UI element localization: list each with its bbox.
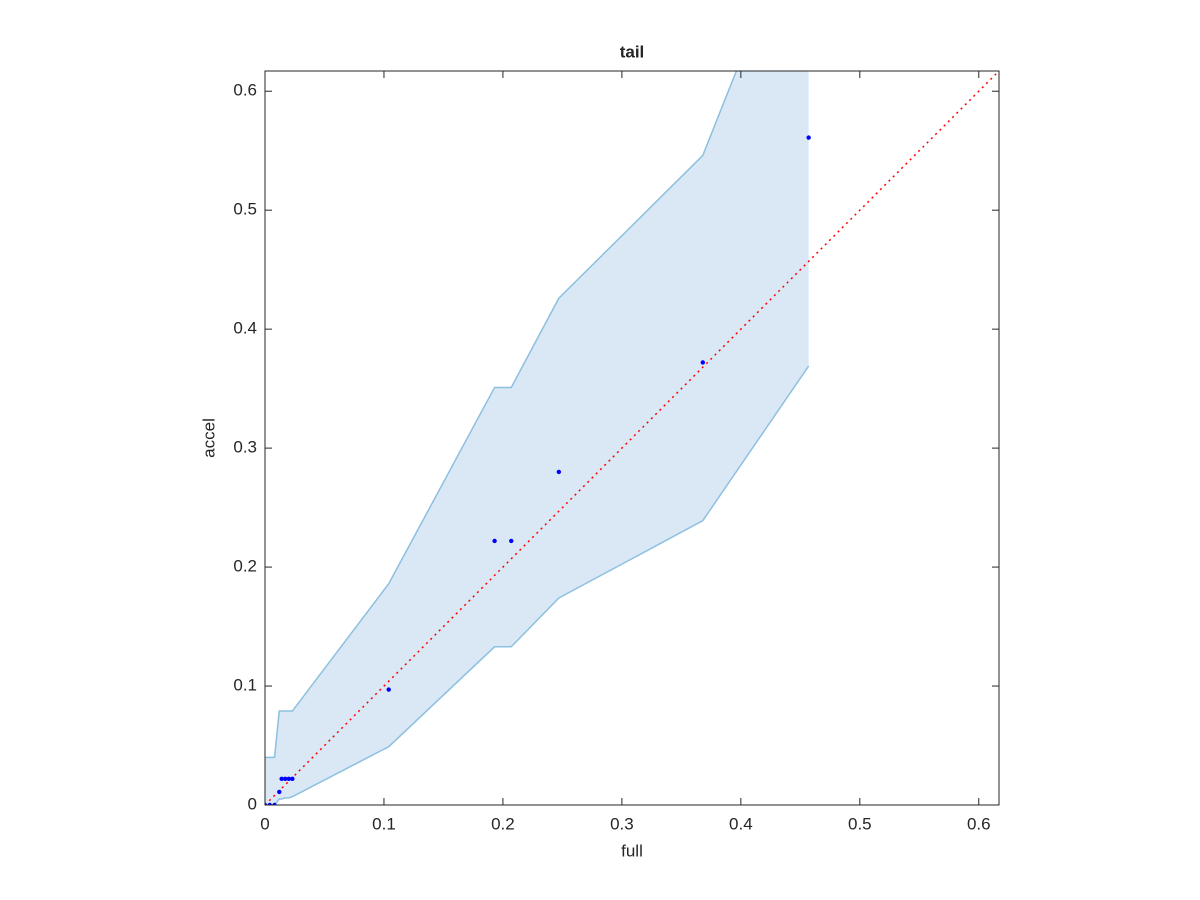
- x-tick-label: 0.2: [491, 814, 515, 833]
- data-point: [290, 776, 295, 782]
- data-point: [272, 802, 277, 805]
- x-tick-label: 0.5: [848, 814, 872, 833]
- x-tick-label: 0.3: [610, 814, 634, 833]
- data-point: [556, 469, 562, 475]
- data-point: [509, 538, 514, 544]
- axes-box: [264, 70, 1000, 806]
- data-point: [806, 135, 811, 140]
- y-tick-label: 0.3: [233, 438, 257, 457]
- data-point: [283, 776, 288, 782]
- x-tick-label: 0: [260, 814, 269, 833]
- data-point: [286, 776, 291, 782]
- data-point: [386, 687, 391, 692]
- y-axis-label: accel: [199, 418, 218, 458]
- plot-area: [265, 71, 999, 805]
- reference-line: [265, 71, 999, 805]
- band-edge: [265, 71, 738, 759]
- x-axis-label: full: [621, 841, 643, 860]
- data-point: [265, 802, 268, 805]
- y-tick-label: 0: [248, 794, 257, 813]
- data-point: [279, 776, 284, 782]
- y-tick-label: 0.1: [233, 676, 257, 695]
- y-tick-label: 0.4: [233, 319, 257, 338]
- data-point: [492, 538, 497, 544]
- data-point: [267, 802, 272, 805]
- chart-title: tail: [620, 42, 645, 61]
- x-tick-label: 0.1: [372, 814, 396, 833]
- confidence-band: [265, 71, 809, 805]
- y-tick-label: 0.6: [233, 81, 257, 100]
- y-tick-label: 0.2: [233, 557, 257, 576]
- y-tick-label: 0.5: [233, 200, 257, 219]
- x-tick-label: 0.4: [729, 814, 753, 833]
- axes: 0 0.1 0.2 0.3 0.4 0.5 0.6 0 0.1 0.2 0.3 0.4 0.5 0.6: [233, 70, 1000, 833]
- data-point: [277, 789, 282, 795]
- x-tick-label: 0.6: [967, 814, 991, 833]
- data-point: [700, 360, 705, 365]
